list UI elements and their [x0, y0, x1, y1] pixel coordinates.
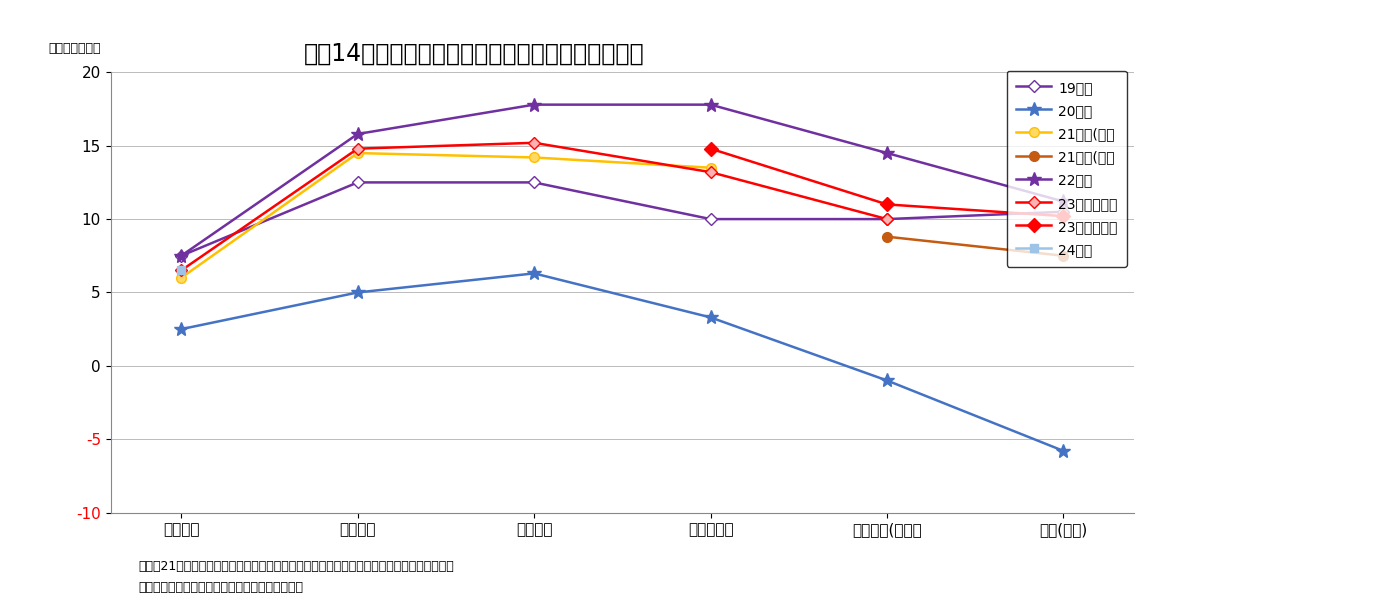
Line: 19年度: 19年度	[177, 178, 1068, 260]
Line: 21年度(旧）: 21年度(旧）	[177, 148, 715, 283]
23年度（旧）	[173, 267, 189, 274]
19年度	[878, 215, 895, 223]
22年度	[1055, 198, 1072, 205]
Text: （注）21年度分１２月調査は新旧併記、実績見込み以降は新ベース、２２年度分は新ベース: （注）21年度分１２月調査は新旧併記、実績見込み以降は新ベース、２２年度分は新ベ…	[138, 560, 454, 573]
22年度	[703, 101, 719, 109]
21年度(旧）	[173, 274, 189, 282]
Text: （図14）ソフトウェア投賄計画（全規模・全産業）: （図14）ソフトウェア投賄計画（全規模・全産業）	[304, 42, 644, 66]
21年度(新）	[878, 233, 895, 241]
23年度（旧）	[703, 168, 719, 175]
22年度	[350, 130, 366, 137]
Line: 23年度（旧）: 23年度（旧）	[177, 139, 891, 274]
19年度	[526, 178, 542, 186]
22年度	[526, 101, 542, 109]
22年度	[173, 252, 189, 259]
Line: 21年度(新）: 21年度(新）	[882, 232, 1068, 260]
21年度(新）	[1055, 252, 1072, 259]
23年度（新）	[878, 201, 895, 208]
Text: （資料）日本銀行「全国企業短期経済観測調査」: （資料）日本銀行「全国企業短期経済観測調査」	[138, 581, 303, 594]
20年度	[526, 270, 542, 277]
19年度	[173, 252, 189, 259]
23年度（旧）	[350, 145, 366, 153]
19年度	[350, 178, 366, 186]
23年度（新）	[703, 145, 719, 153]
21年度(旧）	[350, 150, 366, 157]
23年度（旧）	[878, 215, 895, 223]
Legend: 19年度, 20年度, 21年度(旧）, 21年度(新）, 22年度, 23年度（旧）, 23年度（新）, 24年度: 19年度, 20年度, 21年度(旧）, 21年度(新）, 22年度, 23年度…	[1007, 71, 1127, 267]
23年度（新）	[1055, 212, 1072, 219]
Text: （前年比：％）: （前年比：％）	[48, 42, 101, 54]
22年度	[878, 150, 895, 157]
20年度	[878, 377, 895, 384]
20年度	[703, 314, 719, 321]
20年度	[1055, 447, 1072, 455]
19年度	[703, 215, 719, 223]
19年度	[1055, 208, 1072, 215]
23年度（旧）	[526, 139, 542, 147]
Line: 23年度（新）: 23年度（新）	[705, 144, 1068, 221]
20年度	[173, 326, 189, 333]
Line: 20年度: 20年度	[174, 267, 1070, 458]
21年度(旧）	[526, 154, 542, 161]
20年度	[350, 289, 366, 296]
21年度(旧）	[703, 164, 719, 171]
Line: 22年度: 22年度	[174, 98, 1070, 263]
